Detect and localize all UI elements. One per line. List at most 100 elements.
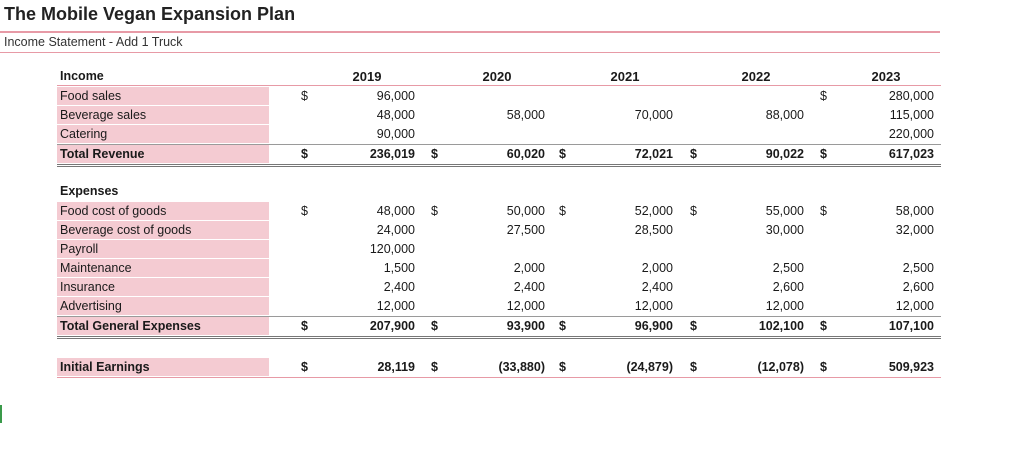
value-cell[interactable]: 12,000 <box>895 299 934 313</box>
total-expenses-double-underline <box>57 336 941 339</box>
currency-cell[interactable]: $ <box>431 147 438 161</box>
currency-cell[interactable]: $ <box>559 360 566 374</box>
expenses-header-label: Expenses <box>60 184 119 198</box>
value-cell[interactable]: 48,000 <box>376 108 415 122</box>
income-row: Catering 90,000 220,000 <box>57 125 941 144</box>
value-cell[interactable]: 90,000 <box>376 127 415 141</box>
currency-cell[interactable]: $ <box>820 89 827 103</box>
total-revenue-row-label[interactable]: Total Revenue <box>57 145 269 164</box>
initial-earnings-row-label[interactable]: Initial Earnings <box>57 358 269 377</box>
page-subtitle: Income Statement - Add 1 Truck <box>4 35 183 49</box>
expense-row: Insurance 2,400 2,400 2,400 2,600 2,600 <box>57 278 941 297</box>
value-cell[interactable]: 2,400 <box>513 280 545 294</box>
value-cell[interactable]: 58,000 <box>895 204 934 218</box>
value-cell[interactable]: 70,000 <box>634 108 673 122</box>
value-cell[interactable]: (33,880) <box>498 360 545 374</box>
income-row-label[interactable]: Beverage sales <box>57 106 269 125</box>
currency-cell[interactable]: $ <box>301 204 308 218</box>
value-cell[interactable]: 60,020 <box>506 147 545 161</box>
subtitle-rule <box>0 52 940 53</box>
value-cell[interactable]: 88,000 <box>765 108 804 122</box>
value-cell[interactable]: 102,100 <box>758 319 804 333</box>
income-row: Beverage sales 48,000 58,000 70,000 88,000 11… <box>57 106 941 125</box>
value-cell[interactable]: 617,023 <box>888 147 934 161</box>
initial-earnings-row: Initial Earnings $28,119 $ (33,880) $ (24,879… <box>57 358 941 377</box>
value-cell[interactable]: 50,000 <box>506 204 545 218</box>
value-cell[interactable]: 12,000 <box>634 299 673 313</box>
total-expenses-row: Total General Expenses $207,900 $93,900 $96… <box>57 317 941 336</box>
currency-cell[interactable]: $ <box>690 204 697 218</box>
income-row-label[interactable]: Food sales <box>57 87 269 106</box>
value-cell[interactable]: 509,923 <box>888 360 934 374</box>
value-cell[interactable]: 2,600 <box>902 280 934 294</box>
value-cell[interactable]: 30,000 <box>765 223 804 237</box>
expenses-header: Expenses <box>57 182 941 201</box>
expense-row-label[interactable]: Payroll <box>57 240 269 259</box>
currency-cell[interactable]: $ <box>301 89 308 103</box>
currency-cell[interactable]: $ <box>690 360 697 374</box>
value-cell[interactable]: 207,900 <box>369 319 415 333</box>
currency-cell[interactable]: $ <box>690 147 697 161</box>
value-cell[interactable]: 12,000 <box>506 299 545 313</box>
value-cell[interactable]: 2,000 <box>513 261 545 275</box>
currency-cell[interactable]: $ <box>690 319 697 333</box>
year-header: 2019 <box>352 69 382 84</box>
expense-row: Payroll 120,000 <box>57 240 941 259</box>
total-expenses-row-label[interactable]: Total General Expenses <box>57 317 269 336</box>
income-row-label[interactable]: Catering <box>57 125 269 144</box>
value-cell[interactable]: 28,119 <box>377 360 415 374</box>
total-revenue-topline <box>57 144 941 145</box>
value-cell[interactable]: 90,022 <box>765 147 804 161</box>
currency-cell[interactable]: $ <box>559 147 566 161</box>
year-header: 2020 <box>482 69 512 84</box>
currency-cell[interactable]: $ <box>431 204 438 218</box>
value-cell[interactable]: 107,100 <box>888 319 934 333</box>
value-cell[interactable]: 12,000 <box>765 299 804 313</box>
value-cell[interactable]: 120,000 <box>369 242 415 256</box>
value-cell[interactable]: 2,400 <box>383 280 415 294</box>
expense-row-label[interactable]: Food cost of goods <box>57 202 269 221</box>
value-cell[interactable]: 2,500 <box>772 261 804 275</box>
expense-row-label[interactable]: Advertising <box>57 297 269 316</box>
currency-cell[interactable]: $ <box>431 319 438 333</box>
value-cell[interactable]: 96,000 <box>376 89 415 103</box>
value-cell[interactable]: 27,500 <box>506 223 545 237</box>
value-cell[interactable]: 236,019 <box>369 147 415 161</box>
currency-cell[interactable]: $ <box>820 204 827 218</box>
currency-cell[interactable]: $ <box>820 147 827 161</box>
expense-row-label[interactable]: Maintenance <box>57 259 269 278</box>
value-cell[interactable]: 220,000 <box>888 127 934 141</box>
value-cell[interactable]: (24,879) <box>626 360 673 374</box>
value-cell[interactable]: (12,078) <box>757 360 804 374</box>
value-cell[interactable]: 58,000 <box>506 108 545 122</box>
value-cell[interactable]: 24,000 <box>376 223 415 237</box>
currency-cell[interactable]: $ <box>301 147 308 161</box>
value-cell[interactable]: 12,000 <box>376 299 415 313</box>
currency-cell[interactable]: $ <box>431 360 438 374</box>
value-cell[interactable]: 28,500 <box>634 223 673 237</box>
value-cell[interactable]: 2,000 <box>641 261 673 275</box>
value-cell[interactable]: 93,900 <box>506 319 545 333</box>
value-cell[interactable]: 2,500 <box>902 261 934 275</box>
value-cell[interactable]: 52,000 <box>634 204 673 218</box>
value-cell[interactable]: 72,021 <box>634 147 673 161</box>
value-cell[interactable]: 48,000 <box>376 204 415 218</box>
currency-cell[interactable]: $ <box>559 319 566 333</box>
value-cell[interactable]: 55,000 <box>765 204 804 218</box>
value-cell[interactable]: 115,000 <box>889 108 934 122</box>
value-cell[interactable]: 2,400 <box>641 280 673 294</box>
currency-cell[interactable]: $ <box>559 204 566 218</box>
value-cell[interactable]: 96,900 <box>634 319 673 333</box>
expense-row: Food cost of goods $48,000 $50,000 $52,000 $… <box>57 202 941 221</box>
currency-cell[interactable]: $ <box>301 360 308 374</box>
expense-row-label[interactable]: Insurance <box>57 278 269 297</box>
expense-row-label[interactable]: Beverage cost of goods <box>57 221 269 240</box>
page-title: The Mobile Vegan Expansion Plan <box>4 4 296 24</box>
value-cell[interactable]: 1,500 <box>383 261 415 275</box>
currency-cell[interactable]: $ <box>301 319 308 333</box>
currency-cell[interactable]: $ <box>820 360 827 374</box>
value-cell[interactable]: 2,600 <box>772 280 804 294</box>
value-cell[interactable]: 280,000 <box>888 89 934 103</box>
value-cell[interactable]: 32,000 <box>895 223 934 237</box>
currency-cell[interactable]: $ <box>820 319 827 333</box>
